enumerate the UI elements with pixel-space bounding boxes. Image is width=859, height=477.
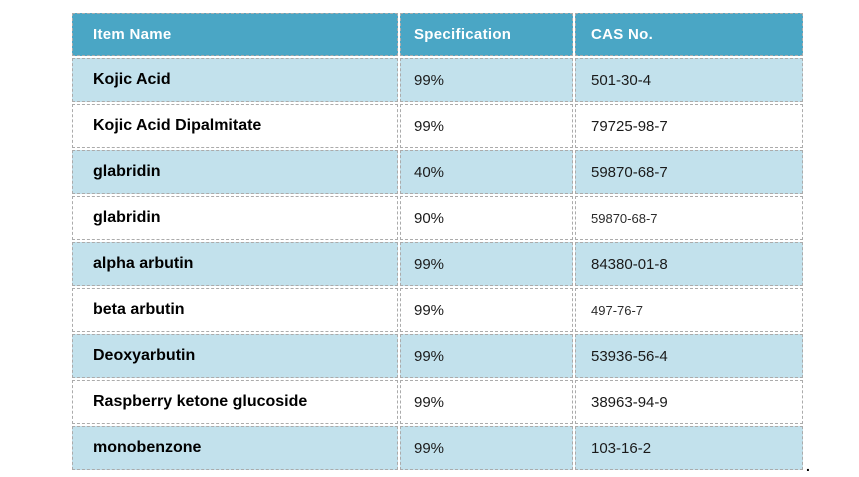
table-row: alpha arbutin 99% 84380-01-8: [72, 242, 803, 286]
specification-cell: 99%: [400, 380, 573, 424]
table-row: Raspberry ketone glucoside 99% 38963-94-…: [72, 380, 803, 424]
trailing-period: .: [806, 458, 810, 474]
specification-cell: 99%: [400, 58, 573, 102]
cas-no-cell: 79725-98-7: [575, 104, 803, 148]
table-header: Item Name Specification CAS No.: [72, 13, 803, 56]
table-body: Kojic Acid 99% 501-30-4 Kojic Acid Dipal…: [72, 58, 803, 470]
item-name-cell: beta arbutin: [72, 288, 398, 332]
specification-cell: 99%: [400, 288, 573, 332]
cas-no-cell: 53936-56-4: [575, 334, 803, 378]
cas-no-cell: 84380-01-8: [575, 242, 803, 286]
column-header-item-name: Item Name: [72, 13, 398, 56]
specification-cell: 40%: [400, 150, 573, 194]
products-table: Item Name Specification CAS No. Kojic Ac…: [70, 11, 805, 472]
item-name-cell: monobenzone: [72, 426, 398, 470]
table-row: beta arbutin 99% 497-76-7: [72, 288, 803, 332]
table-row: Kojic Acid 99% 501-30-4: [72, 58, 803, 102]
cas-no-cell: 103-16-2: [575, 426, 803, 470]
item-name-cell: Deoxyarbutin: [72, 334, 398, 378]
item-name-cell: alpha arbutin: [72, 242, 398, 286]
column-header-specification: Specification: [400, 13, 573, 56]
column-header-cas-no: CAS No.: [575, 13, 803, 56]
table-row: glabridin 90% 59870-68-7: [72, 196, 803, 240]
table-row: monobenzone 99% 103-16-2: [72, 426, 803, 470]
cas-no-cell: 59870-68-7: [575, 150, 803, 194]
specification-cell: 99%: [400, 104, 573, 148]
item-name-cell: glabridin: [72, 196, 398, 240]
item-name-cell: Kojic Acid Dipalmitate: [72, 104, 398, 148]
specification-cell: 99%: [400, 334, 573, 378]
item-name-cell: Raspberry ketone glucoside: [72, 380, 398, 424]
specification-cell: 90%: [400, 196, 573, 240]
cas-no-cell: 497-76-7: [575, 288, 803, 332]
table-row: Kojic Acid Dipalmitate 99% 79725-98-7: [72, 104, 803, 148]
specification-cell: 99%: [400, 426, 573, 470]
header-row: Item Name Specification CAS No.: [72, 13, 803, 56]
cas-no-cell: 59870-68-7: [575, 196, 803, 240]
cas-no-cell: 38963-94-9: [575, 380, 803, 424]
table-row: glabridin 40% 59870-68-7: [72, 150, 803, 194]
specification-cell: 99%: [400, 242, 573, 286]
item-name-cell: glabridin: [72, 150, 398, 194]
table-row: Deoxyarbutin 99% 53936-56-4: [72, 334, 803, 378]
item-name-cell: Kojic Acid: [72, 58, 398, 102]
cas-no-cell: 501-30-4: [575, 58, 803, 102]
